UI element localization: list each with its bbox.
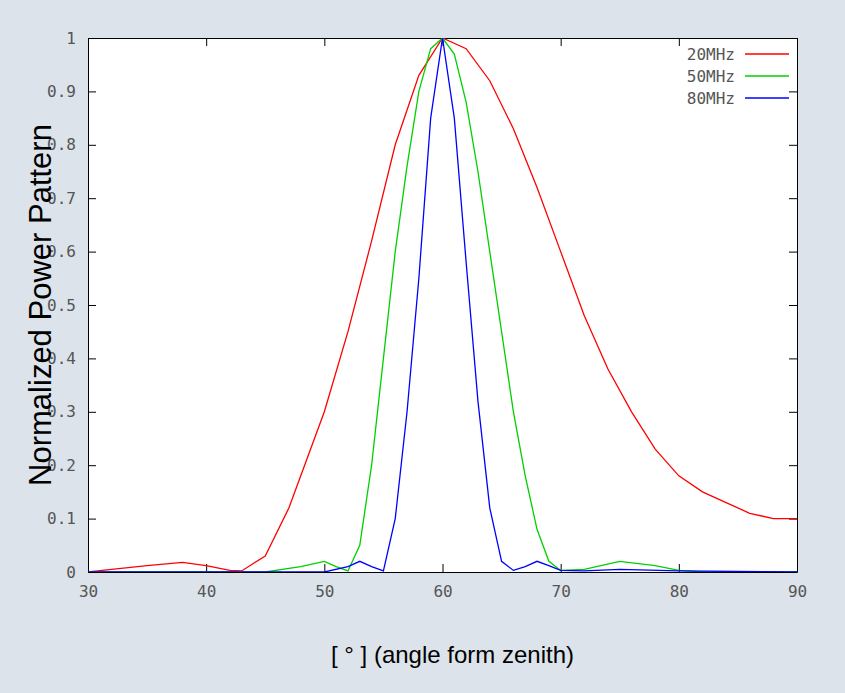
tick-mark <box>88 198 96 199</box>
tick-mark <box>88 358 96 359</box>
tick <box>561 38 562 46</box>
tick <box>789 252 797 253</box>
tick-mark <box>206 38 207 46</box>
tick-mark <box>88 412 96 413</box>
tick <box>679 38 680 46</box>
tick-label: 50 <box>315 582 334 601</box>
tick-label: 40 <box>197 582 216 601</box>
tick-label: 0 <box>66 563 76 582</box>
tick-mark <box>789 252 797 253</box>
tick: 0.9 <box>47 82 96 101</box>
tick <box>789 91 797 92</box>
tick-label: 60 <box>433 582 452 601</box>
axis <box>789 39 798 573</box>
legend: 20MHz 50MHz 80MHz <box>687 45 789 108</box>
tick-mark <box>88 465 96 466</box>
tick <box>789 465 797 466</box>
tick-mark <box>324 564 325 572</box>
legend-swatch <box>745 75 789 76</box>
plot: 3040506070809000.10.20.30.40.50.60.70.80… <box>47 29 807 602</box>
tick-label: 0.9 <box>47 82 76 101</box>
legend-label: 80MHz <box>687 89 735 108</box>
tick-mark <box>789 38 797 39</box>
tick-mark <box>789 305 797 306</box>
tick <box>206 38 207 46</box>
line <box>88 38 797 572</box>
tick-mark <box>789 91 797 92</box>
plot-area <box>88 38 797 572</box>
legend-label: 50MHz <box>687 67 735 86</box>
tick <box>789 38 797 39</box>
tick-label: 1 <box>66 29 76 48</box>
tick-mark <box>789 358 797 359</box>
tick-mark <box>88 91 96 92</box>
tick: 1 <box>66 29 96 48</box>
tick-label: 0.1 <box>47 509 76 528</box>
legend-swatch <box>745 53 789 54</box>
tick-mark <box>789 572 797 573</box>
tick-mark <box>88 572 96 573</box>
tick <box>789 358 797 359</box>
tick-mark <box>789 412 797 413</box>
axis-line <box>797 39 798 573</box>
tick-mark <box>789 198 797 199</box>
legend-swatch <box>745 97 789 98</box>
tick <box>789 198 797 199</box>
tick-label: 90 <box>788 582 807 601</box>
tick: 50 <box>315 564 334 601</box>
lines <box>88 38 797 572</box>
tick-mark <box>88 519 96 520</box>
tick-mark <box>88 305 96 306</box>
tick-label: 70 <box>552 582 571 601</box>
axis: 30 40 50 60 70 80 90 <box>79 564 807 601</box>
tick <box>789 572 797 573</box>
x-axis-title: [ ° ] (angle form zenith) <box>331 641 574 668</box>
tick: 0.1 <box>47 509 96 528</box>
tick-mark <box>789 145 797 146</box>
legend-label: 20MHz <box>687 45 735 64</box>
tick-label: 30 <box>79 582 98 601</box>
tick <box>789 305 797 306</box>
line <box>88 38 797 572</box>
tick: 0 <box>66 563 96 582</box>
tick <box>789 412 797 413</box>
tick-mark <box>88 252 96 253</box>
axis-line <box>89 572 798 573</box>
chart: 3040506070809000.10.20.30.40.50.60.70.80… <box>0 0 845 693</box>
tick-mark <box>679 38 680 46</box>
background <box>0 0 845 693</box>
tick-mark <box>561 38 562 46</box>
tick <box>789 145 797 146</box>
tick-mark <box>88 145 96 146</box>
line <box>88 38 797 572</box>
tick: 40 <box>197 564 216 601</box>
tick-mark <box>789 465 797 466</box>
tick <box>324 38 325 46</box>
tick-mark <box>324 38 325 46</box>
tick-mark <box>443 564 444 572</box>
tick: 60 <box>433 564 452 601</box>
tick-label: 80 <box>670 582 689 601</box>
y-axis-title: Normalized Power Pattern <box>23 124 58 486</box>
tick-mark <box>88 38 96 39</box>
